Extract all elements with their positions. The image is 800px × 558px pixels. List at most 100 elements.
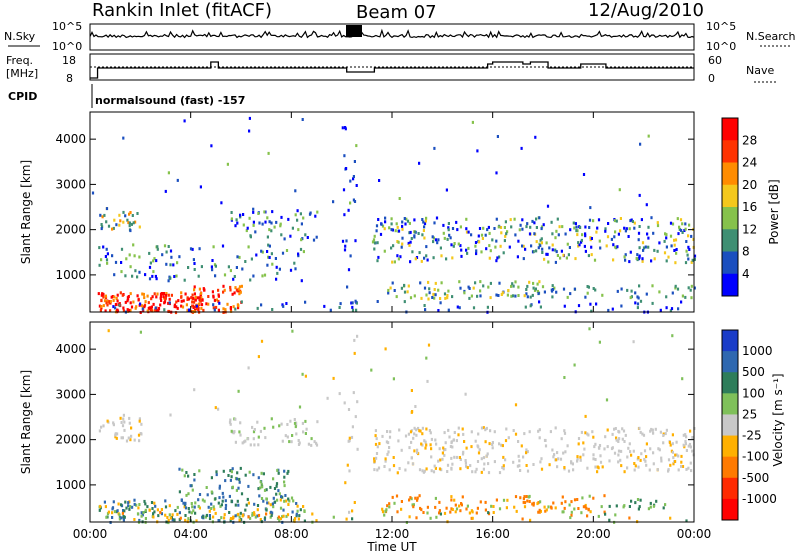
velocity-mark <box>111 507 114 511</box>
velocity-mark <box>690 469 693 473</box>
power-mark <box>169 249 173 253</box>
velocity-mark <box>630 499 633 503</box>
velocity-mark <box>526 499 529 503</box>
power-mark <box>116 299 119 303</box>
power-mark <box>341 239 345 243</box>
velocity-mark <box>297 439 300 442</box>
power-mark <box>170 255 173 259</box>
power-mark <box>198 287 201 291</box>
power-mark <box>590 309 593 313</box>
velocity-mark <box>457 426 460 430</box>
velocity-mark <box>181 468 184 472</box>
velocity-mark <box>479 500 482 504</box>
velocity-mark <box>99 504 102 508</box>
power-mark <box>256 306 259 310</box>
xtick-label: 04:00 <box>173 527 208 541</box>
power-mark <box>211 290 214 294</box>
velocity-mark <box>122 509 125 512</box>
power-mark <box>424 308 427 312</box>
power-mark <box>199 185 202 189</box>
power-mark <box>172 263 175 267</box>
velocity-mark <box>450 498 453 502</box>
power-mark <box>607 222 610 225</box>
velocity-mark <box>278 424 281 428</box>
velocity-mark <box>139 432 142 435</box>
velocity-mark <box>183 474 186 478</box>
power-mark <box>514 280 517 284</box>
power-mark <box>584 295 587 299</box>
velocity-mark <box>518 459 521 463</box>
power-mark <box>396 225 399 229</box>
power-mark <box>526 295 529 299</box>
velocity-mark <box>269 503 272 507</box>
power-mark <box>539 305 542 309</box>
power-mark <box>237 304 240 308</box>
velocity-mark <box>585 506 588 510</box>
velocity-mark <box>615 504 618 508</box>
velocity-mark <box>434 505 437 509</box>
velocity-mark <box>269 515 272 519</box>
power-mark <box>355 144 358 148</box>
power-mark <box>674 238 678 242</box>
power-mark <box>487 285 490 289</box>
power-mark <box>684 261 688 265</box>
power-mark <box>458 280 461 284</box>
velocity-mark <box>130 426 133 430</box>
cpid-label: CPID <box>8 90 37 103</box>
velocity-mark <box>193 388 196 392</box>
power-mark <box>102 295 105 299</box>
power-mark <box>688 223 691 227</box>
power-mark <box>126 308 129 312</box>
velocity-mark <box>140 511 143 515</box>
velocity-mark <box>231 485 234 489</box>
power-mark <box>640 218 643 222</box>
velocity-mark <box>682 433 685 437</box>
velocity-mark <box>622 505 625 509</box>
power-mark <box>238 285 242 289</box>
power-mark <box>135 305 138 309</box>
velocity-mark <box>604 512 607 516</box>
velocity-mark <box>287 469 290 473</box>
power-mark <box>114 260 118 264</box>
power-mark <box>507 289 510 292</box>
velocity-mark <box>651 428 654 432</box>
velocity-mark <box>465 507 468 511</box>
velocity-mark <box>573 498 577 502</box>
velocity-mark <box>247 437 250 441</box>
velocity-mark <box>122 417 125 421</box>
velocity-mark <box>563 429 566 433</box>
power-mark <box>200 306 203 310</box>
velocity-mark <box>167 521 170 525</box>
velocity-mark <box>184 501 187 505</box>
colorbar-tick: 28 <box>742 133 757 147</box>
colorbar-tick: 12 <box>742 222 757 236</box>
power-mark <box>217 288 220 292</box>
power-mark <box>647 245 650 249</box>
velocity-mark <box>292 499 295 503</box>
power-mark <box>165 262 168 266</box>
velocity-mark <box>606 445 609 449</box>
power-mark <box>203 288 206 292</box>
velocity-mark <box>125 439 129 443</box>
velocity-mark <box>589 510 592 514</box>
velocity-mark <box>457 433 460 437</box>
velocity-mark <box>683 445 686 449</box>
velocity-mark <box>375 452 379 455</box>
power-mark <box>587 285 590 289</box>
velocity-mark <box>573 363 576 367</box>
velocity-mark <box>242 513 245 517</box>
velocity-mark <box>629 450 632 454</box>
velocity-mark <box>563 376 566 379</box>
freq-label: Freq. <box>6 54 33 67</box>
velocity-mark <box>348 436 351 440</box>
power-mark <box>391 281 394 285</box>
power-mark <box>474 244 477 248</box>
power-mark <box>409 260 412 264</box>
power-mark <box>691 258 694 262</box>
velocity-mark <box>466 466 469 470</box>
power-mark <box>510 294 513 298</box>
power-mark <box>604 229 607 233</box>
velocity-mark <box>350 435 354 439</box>
velocity-mark <box>669 516 672 520</box>
velocity-mark <box>570 500 573 504</box>
